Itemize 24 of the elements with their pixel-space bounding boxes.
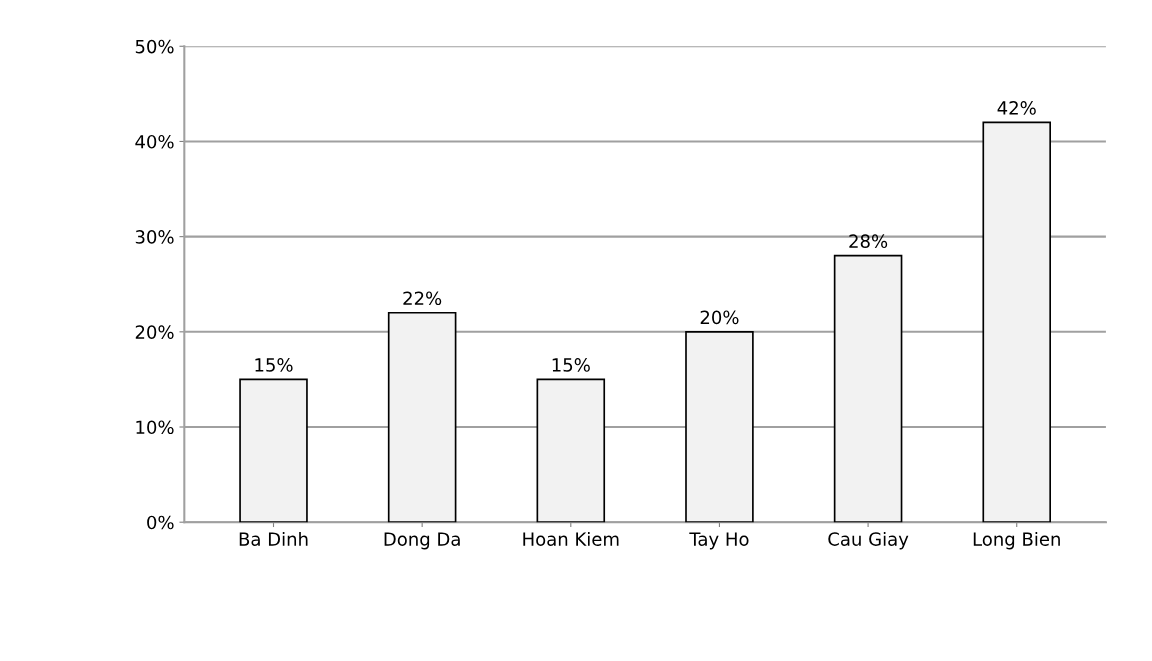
data-label: 20% (700, 310, 739, 325)
data-label: 22% (403, 291, 442, 306)
y-tick-label: 10% (136, 420, 174, 435)
y-tick-label: 0% (147, 515, 174, 530)
bar (833, 254, 903, 523)
x-tick-label: Cau Giay (828, 531, 909, 550)
x-tick-label: Ba Dinh (239, 531, 308, 546)
bar (982, 121, 1052, 523)
bar (387, 311, 457, 523)
data-label: 42% (997, 101, 1036, 115)
y-tick-label: 30% (135, 230, 174, 244)
data-label: 15% (552, 358, 590, 372)
y-tick-label: 50% (135, 39, 174, 54)
data-label: 15% (255, 358, 293, 372)
bar (685, 330, 754, 523)
x-tick-label: Long Bien (973, 531, 1060, 550)
y-tick-label: 40% (135, 134, 174, 149)
y-tick-label: 20% (135, 325, 174, 339)
x-tick-label: Dong Da (384, 532, 460, 550)
x-tick-label: Tay Ho (689, 532, 749, 550)
x-tick-label: Hoan Kiem (523, 531, 619, 546)
data-label: 28% (849, 234, 888, 249)
bar (536, 378, 606, 523)
bar (239, 378, 308, 523)
